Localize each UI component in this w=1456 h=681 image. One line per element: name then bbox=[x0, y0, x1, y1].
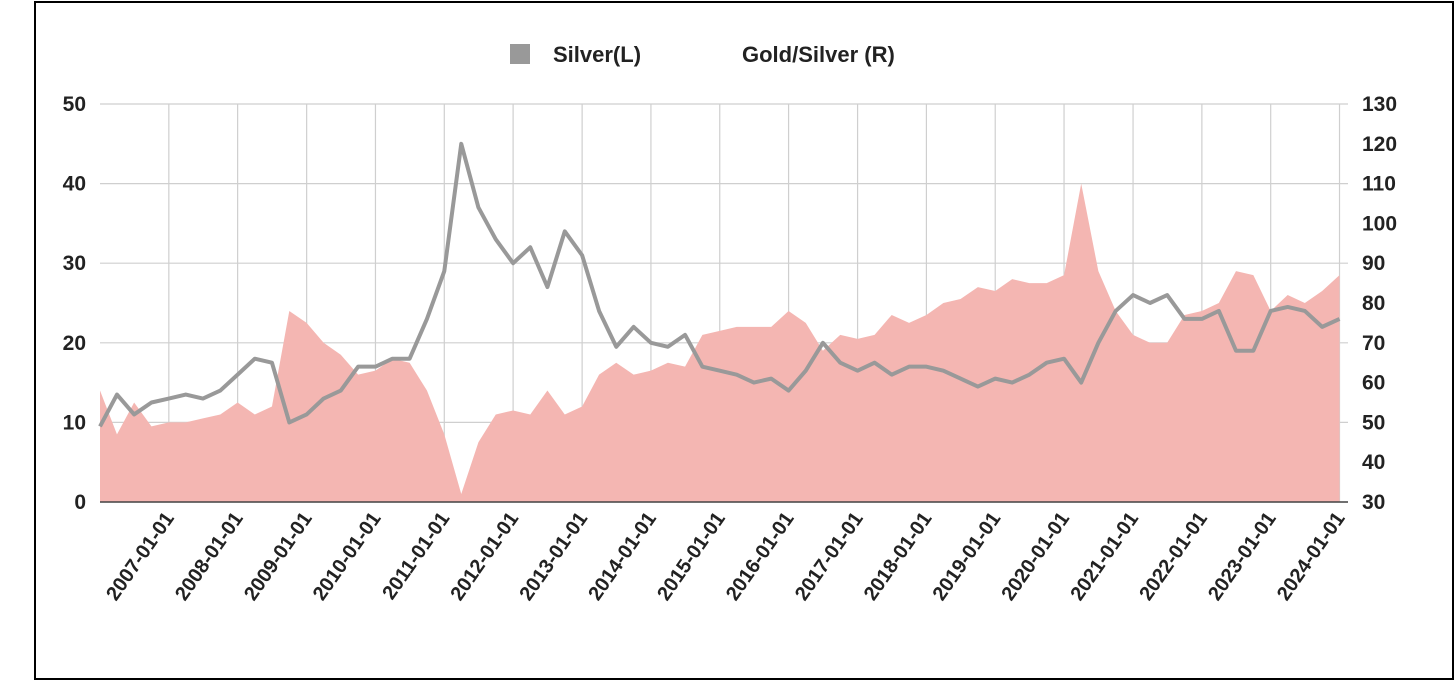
y2-tick-label: 110 bbox=[1362, 173, 1396, 196]
x-tick-label: 2024-01-01 bbox=[1273, 508, 1350, 604]
x-tick-label: 2017-01-01 bbox=[791, 508, 868, 604]
x-tick-label: 2023-01-01 bbox=[1204, 508, 1281, 604]
y2-tick-label: 80 bbox=[1362, 292, 1385, 315]
y-tick-label: 50 bbox=[63, 93, 86, 116]
frame bbox=[34, 1, 1454, 680]
legend-label: Gold/Silver (R) bbox=[742, 42, 895, 67]
y-tick-label: 10 bbox=[63, 411, 86, 434]
y2-tick-label: 120 bbox=[1362, 133, 1397, 156]
y2-tick-label: 40 bbox=[1362, 451, 1385, 474]
x-tick-label: 2016-01-01 bbox=[722, 508, 799, 604]
y-tick-label: 0 bbox=[74, 491, 86, 514]
silver-line bbox=[98, 141, 1341, 428]
x-tick-label: 2013-01-01 bbox=[516, 508, 593, 604]
y2-tick-label: 70 bbox=[1362, 332, 1385, 355]
x-tick-label: 2014-01-01 bbox=[584, 508, 661, 604]
x-tick-label: 2007-01-01 bbox=[102, 508, 179, 604]
y2-tick-label: 100 bbox=[1362, 212, 1397, 235]
x-tick-label: 2009-01-01 bbox=[240, 508, 317, 604]
x-tick-label: 2022-01-01 bbox=[1135, 508, 1212, 604]
y2-tick-label: 30 bbox=[1362, 491, 1385, 514]
legend-label: Silver(L) bbox=[553, 42, 641, 67]
x-tick-label: 2015-01-01 bbox=[653, 508, 730, 604]
y-tick-label: 20 bbox=[63, 332, 86, 355]
y2-tick-label: 50 bbox=[1362, 411, 1385, 434]
x-tick-label: 2018-01-01 bbox=[860, 508, 937, 604]
x-tick-label: 2020-01-01 bbox=[997, 508, 1074, 604]
y2-tick-label: 90 bbox=[1362, 252, 1385, 275]
x-tick-label: 2010-01-01 bbox=[309, 508, 386, 604]
y-tick-label: 30 bbox=[63, 252, 86, 275]
x-tick-label: 2011-01-01 bbox=[378, 508, 454, 604]
plot bbox=[98, 141, 1341, 502]
y2-tick-label: 60 bbox=[1362, 372, 1385, 395]
x-tick-label: 2008-01-01 bbox=[171, 508, 248, 604]
x-tick-label: 2012-01-01 bbox=[446, 508, 523, 604]
x-tick-label: 2019-01-01 bbox=[929, 508, 1006, 604]
y2-tick-label: 130 bbox=[1362, 93, 1397, 116]
legend-swatch bbox=[724, 44, 744, 64]
y-tick-label: 40 bbox=[63, 173, 86, 196]
x-tick-label: 2021-01-01 bbox=[1066, 508, 1143, 604]
ratio-area bbox=[100, 183, 1340, 502]
legend-swatch bbox=[510, 44, 530, 64]
